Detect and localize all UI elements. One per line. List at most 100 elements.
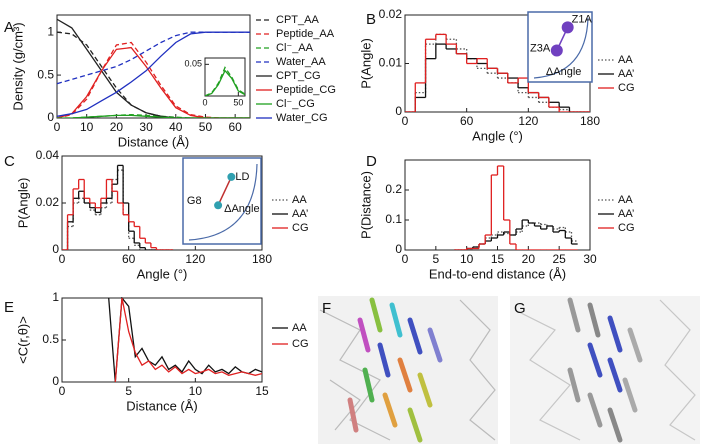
legend-label: Water_CG <box>276 112 328 124</box>
x-tick-label: 20 <box>110 120 124 134</box>
inset-frame <box>204 57 246 97</box>
x-axis-title: Distance (Å) <box>118 134 190 149</box>
x-tick-label: 60 <box>228 120 242 134</box>
panel-letter: C <box>4 153 15 170</box>
y-tick-label: 0.04 <box>36 148 60 162</box>
legend-label: AA’ <box>618 208 634 220</box>
x-tick-label: 0 <box>54 120 61 134</box>
series-line <box>114 297 262 382</box>
schematic-arc <box>188 163 258 241</box>
x-tick-label: 20 <box>522 252 536 266</box>
legend-label: Peptide_CG <box>276 84 336 96</box>
schematic-label: LD <box>235 171 249 183</box>
x-tick-label: 50 <box>199 120 213 134</box>
x-tick-label: 10 <box>460 252 474 266</box>
y-axis-title: P(Angle) <box>358 38 373 89</box>
series-line <box>57 114 250 118</box>
legend-label: CG <box>618 82 635 94</box>
plot-area <box>62 164 174 250</box>
schematic-label: ΔAngle <box>224 203 259 215</box>
x-tick-label: 30 <box>139 120 153 134</box>
x-tick-label: 0 <box>202 97 207 107</box>
x-tick-label: 5 <box>125 384 132 398</box>
x-tick-label: 0 <box>402 114 409 128</box>
panel-letter: G <box>514 300 526 317</box>
schematic-frame <box>182 157 262 245</box>
plot-area <box>454 165 578 250</box>
schematic-label: G8 <box>187 195 202 207</box>
y-tick-label: 0 <box>395 104 402 118</box>
x-tick-label: 40 <box>169 120 183 134</box>
legend-label: CPT_AA <box>276 14 319 26</box>
x-tick-label: 0 <box>59 384 66 398</box>
schematic-bead <box>550 44 563 57</box>
y-tick-label: 1 <box>47 24 54 38</box>
panel: 0 5 10 15 0 0.5 1 AA CG Distance (Å) <C(r,θ)>E <box>4 290 309 413</box>
schematic-bead <box>227 172 236 181</box>
legend-label: AA <box>292 322 307 334</box>
series-line <box>205 69 245 96</box>
molecule-image-f <box>318 296 498 444</box>
x-tick-label: 10 <box>189 384 203 398</box>
legend-label: CG <box>292 338 309 350</box>
y-tick-label: 0.5 <box>37 67 54 81</box>
molecule-image-g <box>510 296 700 444</box>
y-tick-label: 0.1 <box>385 212 402 226</box>
series-line <box>205 66 245 96</box>
x-axis-title: Distance (Å) <box>126 398 198 413</box>
y-tick-label: 0.01 <box>379 56 403 70</box>
schematic-bond <box>217 176 233 206</box>
series-line <box>57 18 250 118</box>
x-tick-label: 5 <box>432 252 439 266</box>
y-tick-label: 0 <box>395 242 402 256</box>
y-tick-label: 0 <box>47 110 54 124</box>
plot-area <box>57 18 250 118</box>
x-tick-label: 120 <box>518 114 538 128</box>
legend-label: AA <box>292 194 307 206</box>
legend-label: AA <box>618 54 633 66</box>
x-tick-label: 0 <box>59 252 66 266</box>
panel-letter: D <box>366 153 377 170</box>
schematic-label: Z1A <box>572 13 593 25</box>
y-axis-title: <C(r,θ)> <box>15 316 30 364</box>
x-tick-label: 60 <box>122 252 136 266</box>
legend-label: CPT_CG <box>276 70 321 82</box>
schematic-label: Z3A <box>530 42 551 54</box>
panel: 0 5 10 15 20 25 30 0 0.1 0.2 AA AA’ CG End-to-end dis… <box>358 153 634 281</box>
panel: 0 60 120 180 0 0.02 0.04 AA AA’ CG Angle (°) P(Angl… <box>4 148 309 281</box>
series-line <box>57 46 250 118</box>
y-tick-label: 0.02 <box>36 195 60 209</box>
y-tick-label: 0 <box>52 242 59 256</box>
x-axis-title: Angle (°) <box>472 128 523 143</box>
x-tick-label: 30 <box>583 252 597 266</box>
x-tick-label: 120 <box>185 252 205 266</box>
schematic-bead <box>214 201 223 210</box>
x-tick-label: 60 <box>460 114 474 128</box>
y-tick-label: 1 <box>52 290 59 304</box>
panel: 0 10 20 30 40 50 60 0 0.5 1 CPT_AA Peptide_AA Cl⁻_AA… <box>4 14 336 150</box>
x-axis-title: Angle (°) <box>137 266 188 281</box>
panel-letter: A <box>4 19 14 36</box>
series-line <box>57 31 250 117</box>
legend-label: AA’ <box>618 68 634 80</box>
x-tick-label: 50 <box>233 97 243 107</box>
panel: 0 60 120 180 0 0.01 0.02 AA AA’ CG Angle (°) P(Angl… <box>358 7 634 143</box>
legend-label: CG <box>618 222 635 234</box>
y-axis-title: P(Angle) <box>15 178 30 229</box>
schematic-arc <box>533 17 589 79</box>
plot-area <box>108 297 262 382</box>
inset-frame <box>61 297 263 383</box>
schematic-label: ΔAngle <box>546 66 581 78</box>
panel-letter: F <box>322 300 331 317</box>
plot-area <box>405 33 590 112</box>
x-tick-label: 15 <box>491 252 505 266</box>
legend-label: AA’ <box>292 208 308 220</box>
legend-label: Peptide_AA <box>276 28 335 40</box>
y-tick-label: 0.2 <box>385 182 402 196</box>
y-tick-label: 0.05 <box>184 59 202 69</box>
x-tick-label: 25 <box>552 252 566 266</box>
legend-label: CG <box>292 222 309 234</box>
panel: 0 50 0.05 <box>184 57 246 107</box>
